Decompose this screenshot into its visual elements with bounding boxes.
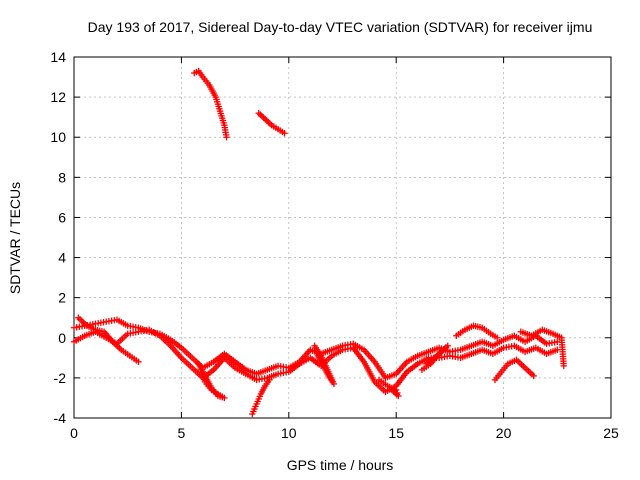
data-point (554, 338, 561, 345)
y-tick-label: 2 (58, 290, 66, 306)
data-point (197, 366, 204, 374)
data-points (70, 67, 567, 418)
data-point (530, 372, 537, 380)
data-point (223, 134, 230, 141)
chart-title: Day 193 of 2017, Sidereal Day-to-day VTE… (88, 19, 593, 35)
y-tick-label: 0 (58, 330, 66, 346)
x-tick-label: 25 (603, 425, 619, 441)
x-tick-label: 20 (496, 425, 512, 441)
y-tick-label: 4 (58, 250, 66, 266)
y-tick-label: 10 (50, 129, 66, 145)
data-point (281, 130, 288, 137)
y-tick-label: 14 (50, 49, 66, 65)
x-axis-label: GPS time / hours (287, 457, 394, 473)
data-point (423, 360, 430, 368)
y-tick-label: 6 (58, 209, 66, 225)
plot-frame (73, 56, 612, 419)
grid-layer (74, 57, 611, 418)
data-point (493, 334, 501, 341)
x-tick-label: 0 (70, 425, 78, 441)
data-point (266, 376, 273, 384)
y-axis-label: SDTVAR / TECUs (7, 182, 23, 294)
x-tick-label: 15 (388, 425, 404, 441)
data-point (313, 350, 320, 358)
data-point (388, 386, 396, 394)
y-tick-label: -2 (54, 370, 67, 386)
y-tick-label: 12 (50, 89, 66, 105)
data-point (560, 362, 567, 370)
x-ticks: 0 5 10 15 20 25 (70, 57, 619, 441)
y-tick-label: -4 (54, 410, 67, 426)
x-tick-label: 5 (178, 425, 186, 441)
y-tick-label: 8 (58, 169, 66, 185)
x-tick-label: 10 (281, 425, 297, 441)
data-point (135, 358, 142, 366)
y-ticks: -4 -2 0 2 4 6 8 10 12 14 (50, 49, 611, 426)
